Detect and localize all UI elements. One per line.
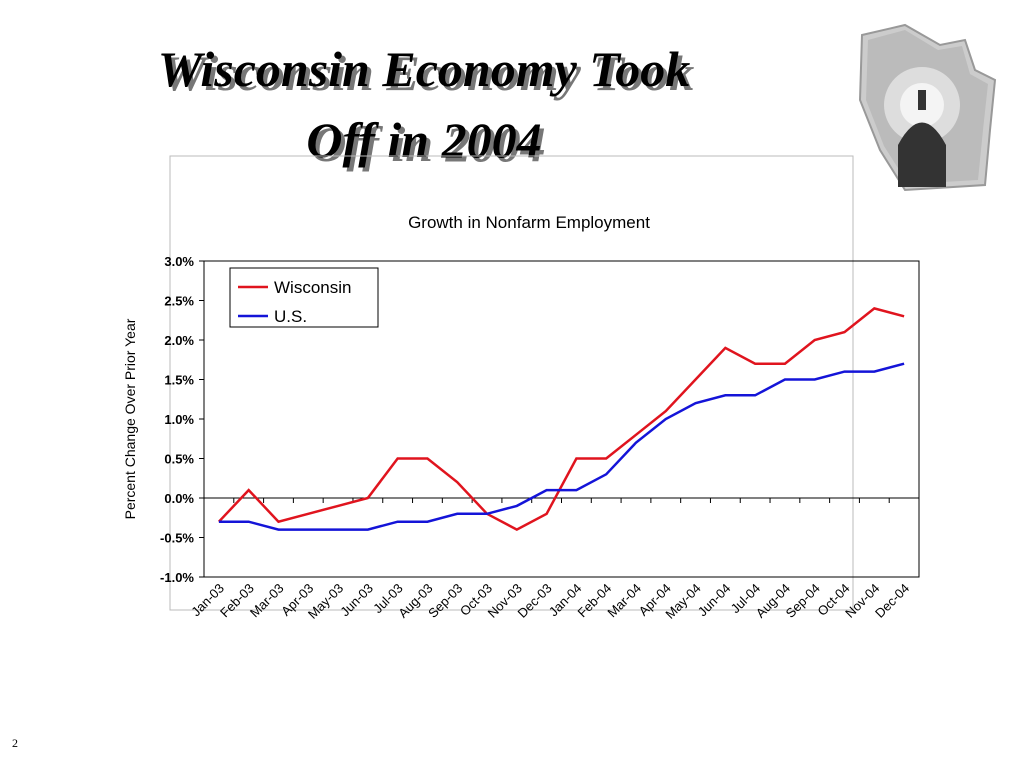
chart-title: Growth in Nonfarm Employment	[408, 213, 650, 232]
y-axis-label: Percent Change Over Prior Year	[122, 318, 138, 519]
y-tick-label: 2.0%	[164, 333, 194, 348]
y-tick-label: 0.5%	[164, 452, 194, 467]
series-line	[218, 362, 905, 531]
y-tick-label: -0.5%	[160, 531, 194, 546]
y-tick-label: 1.5%	[164, 373, 194, 388]
y-tick-label: -1.0%	[160, 570, 194, 585]
y-tick-label: 1.0%	[164, 412, 194, 427]
chart-frame	[169, 155, 854, 611]
y-tick-label: 0.0%	[164, 491, 194, 506]
legend-label: Wisconsin	[274, 278, 351, 297]
x-tick-label: Jun-04	[695, 581, 734, 620]
x-tick-label: Mar-03	[247, 581, 287, 621]
page-number: 2	[12, 736, 18, 750]
title-shadow: Wisconsin Economy Took	[162, 45, 695, 101]
slide-title: Off in 2004	[306, 112, 541, 168]
y-tick-label: 2.5%	[164, 294, 194, 309]
x-tick-label: Sep-03	[425, 581, 465, 621]
y-tick-label: 3.0%	[164, 254, 194, 269]
state-logo	[858, 23, 997, 192]
x-tick-label: Dec-04	[872, 581, 912, 621]
x-tick-label: Dec-03	[514, 581, 554, 621]
title-shadow: Off in 2004	[310, 116, 545, 172]
x-tick-label: Mar-04	[604, 581, 644, 621]
legend-label: U.S.	[274, 307, 307, 326]
slide-title: Wisconsin Economy Took	[158, 41, 691, 97]
x-tick-label: Jun-03	[337, 581, 376, 620]
series-line	[217, 307, 905, 532]
x-tick-label: Sep-04	[783, 581, 823, 621]
